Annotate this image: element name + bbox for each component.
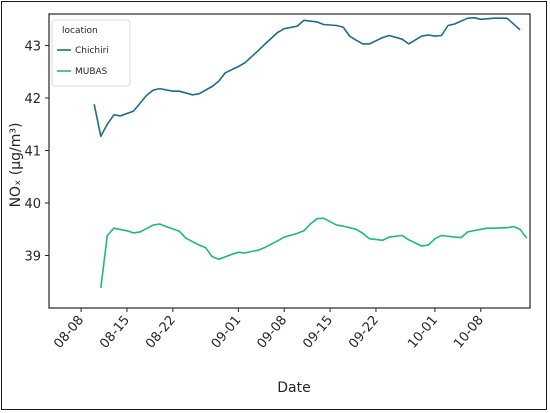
y-tick: 42: [24, 92, 49, 107]
legend-box: [51, 19, 131, 87]
x-tick-label: 08-15: [97, 313, 133, 352]
x-tick: 09-22: [346, 308, 382, 352]
x-tick: 09-15: [300, 308, 336, 352]
x-tick: 09-08: [255, 308, 291, 352]
x-tick: 08-15: [97, 308, 133, 352]
legend: location Chichiri MUBAS: [51, 19, 131, 87]
x-tick-label: 09-01: [209, 313, 245, 352]
x-tick-label: 10-01: [405, 313, 441, 352]
y-axis-title: NOₓ (µg/m³): [8, 123, 24, 208]
series-line-chichiri: [93, 16, 521, 138]
y-tick-label: 43: [24, 40, 41, 55]
y-axis: 39 40 41 42 43: [24, 40, 49, 265]
x-tick: 08-22: [143, 308, 179, 352]
x-tick: 08-08: [51, 308, 87, 352]
x-tick-label: 08-08: [51, 313, 87, 352]
x-tick: 10-01: [405, 308, 441, 352]
x-tick: 10-08: [451, 308, 487, 352]
x-tick: 09-01: [209, 308, 245, 352]
y-tick: 40: [24, 197, 49, 212]
x-axis: 08-08 08-15 08-22 09-01 09-08 09-15 09-22 10-01…: [51, 308, 487, 352]
x-axis-title: Date: [277, 380, 310, 396]
y-tick: 41: [24, 145, 49, 160]
x-tick-label: 09-15: [300, 313, 336, 352]
y-tick-label: 42: [24, 92, 41, 107]
x-tick-label: 09-22: [346, 313, 382, 352]
y-tick-label: 41: [24, 145, 41, 160]
y-tick-label: 39: [24, 250, 41, 265]
series-layer: [93, 16, 528, 289]
y-tick-label: 40: [24, 197, 41, 212]
x-tick-label: 10-08: [451, 313, 487, 352]
y-tick: 39: [24, 250, 49, 265]
legend-label-chichiri: Chichiri: [75, 46, 109, 56]
legend-title: location: [62, 26, 98, 36]
series-line-mubas: [100, 217, 528, 289]
x-tick-label: 09-08: [255, 313, 291, 352]
y-tick: 43: [24, 40, 49, 55]
legend-label-mubas: MUBAS: [75, 67, 108, 77]
x-tick-label: 08-22: [143, 313, 179, 352]
